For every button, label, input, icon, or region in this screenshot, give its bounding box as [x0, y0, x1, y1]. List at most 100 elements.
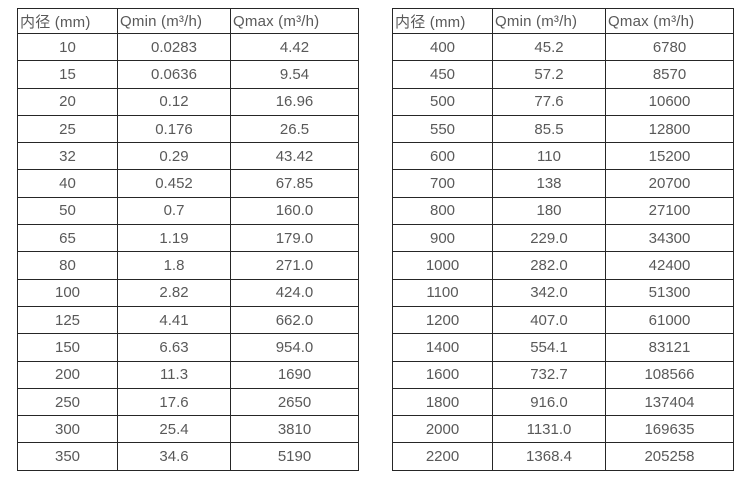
table-row: 300 25.4 3810 [17, 415, 359, 444]
table-cell: 15200 [605, 142, 734, 171]
table-header-row: 内径 (mm) Qmin (m³/h) Qmax (m³/h) [392, 8, 734, 34]
table-cell: 77.6 [492, 87, 606, 116]
table-cell: 1800 [392, 387, 493, 417]
table-row: 700 138 20700 [392, 169, 734, 198]
table-cell: 700 [392, 169, 493, 198]
table-row: 2200 1368.4 205258 [392, 442, 734, 471]
table-cell: 550 [392, 114, 493, 144]
table-cell: 20700 [605, 169, 734, 198]
table-row: 40 0.452 67.85 [17, 169, 359, 198]
table-row: 2000 1131.0 169635 [392, 415, 734, 444]
table-cell: 67.85 [230, 169, 359, 198]
table-cell: 424.0 [230, 278, 359, 307]
table-cell: 57.2 [492, 60, 606, 89]
table-cell: 180 [492, 196, 606, 226]
table-cell: 271.0 [230, 251, 359, 280]
table-cell: 16.96 [230, 87, 359, 116]
table-cell: 138 [492, 169, 606, 198]
table-cell: 2650 [230, 387, 359, 417]
table-cell: 6780 [605, 32, 734, 62]
table-cell: 12800 [605, 114, 734, 144]
table-cell: 10600 [605, 87, 734, 116]
table-cell: 300 [17, 415, 118, 444]
table-cell: 450 [392, 60, 493, 89]
table-cell: 3810 [230, 415, 359, 444]
table-cell: 0.12 [117, 87, 231, 116]
table-cell: 900 [392, 224, 493, 253]
table-cell: 0.0283 [117, 32, 231, 62]
header-qmin: Qmin (m³/h) [117, 8, 231, 34]
table-row: 50 0.7 160.0 [17, 196, 359, 226]
table-cell: 25 [17, 114, 118, 144]
table-cell: 160.0 [230, 196, 359, 226]
table-cell: 26.5 [230, 114, 359, 144]
table-cell: 250 [17, 387, 118, 417]
table-cell: 1368.4 [492, 442, 606, 471]
table-body: 10 0.0283 4.42 15 0.0636 9.54 20 0.12 16.96 25 0.1… [17, 32, 359, 471]
table-cell: 20 [17, 87, 118, 116]
table-cell: 34300 [605, 224, 734, 253]
header-qmin: Qmin (m³/h) [492, 8, 606, 34]
table-cell: 110 [492, 142, 606, 171]
table-cell: 1.8 [117, 251, 231, 280]
table-cell: 34.6 [117, 442, 231, 471]
table-cell: 1200 [392, 305, 493, 335]
table-cell: 51300 [605, 278, 734, 307]
header-qmax: Qmax (m³/h) [605, 8, 734, 34]
table-cell: 83121 [605, 333, 734, 362]
table-row: 150 6.63 954.0 [17, 333, 359, 362]
table-cell: 600 [392, 142, 493, 171]
table-cell: 2200 [392, 442, 493, 471]
table-row: 1000 282.0 42400 [392, 251, 734, 280]
table-cell: 100 [17, 278, 118, 307]
table-row: 65 1.19 179.0 [17, 224, 359, 253]
table-cell: 42400 [605, 251, 734, 280]
table-cell: 179.0 [230, 224, 359, 253]
table-cell: 5190 [230, 442, 359, 471]
table-cell: 125 [17, 305, 118, 335]
table-cell: 282.0 [492, 251, 606, 280]
flow-spec-table-left: 内径 (mm) Qmin (m³/h) Qmax (m³/h) 10 0.0283… [17, 8, 359, 471]
table-cell: 32 [17, 142, 118, 171]
header-qmax: Qmax (m³/h) [230, 8, 359, 34]
table-row: 450 57.2 8570 [392, 60, 734, 89]
table-cell: 108566 [605, 360, 734, 389]
table-cell: 1600 [392, 360, 493, 389]
table-row: 900 229.0 34300 [392, 224, 734, 253]
table-cell: 0.0636 [117, 60, 231, 89]
table-row: 1600 732.7 108566 [392, 360, 734, 389]
table-cell: 9.54 [230, 60, 359, 89]
table-cell: 45.2 [492, 32, 606, 62]
table-cell: 150 [17, 333, 118, 362]
table-cell: 10 [17, 32, 118, 62]
table-cell: 137404 [605, 387, 734, 417]
table-cell: 2000 [392, 415, 493, 444]
table-row: 10 0.0283 4.42 [17, 32, 359, 62]
table-cell: 1000 [392, 251, 493, 280]
table-cell: 0.7 [117, 196, 231, 226]
table-row: 200 11.3 1690 [17, 360, 359, 389]
table-row: 80 1.8 271.0 [17, 251, 359, 280]
table-cell: 1100 [392, 278, 493, 307]
table-row: 100 2.82 424.0 [17, 278, 359, 307]
table-cell: 1400 [392, 333, 493, 362]
table-row: 350 34.6 5190 [17, 442, 359, 471]
table-cell: 916.0 [492, 387, 606, 417]
table-cell: 205258 [605, 442, 734, 471]
table-row: 32 0.29 43.42 [17, 142, 359, 171]
table-cell: 1.19 [117, 224, 231, 253]
flow-spec-table-right: 内径 (mm) Qmin (m³/h) Qmax (m³/h) 400 45.2 6… [392, 8, 734, 471]
table-cell: 27100 [605, 196, 734, 226]
table-cell: 1690 [230, 360, 359, 389]
table-cell: 40 [17, 169, 118, 198]
table-row: 20 0.12 16.96 [17, 87, 359, 116]
table-cell: 25.4 [117, 415, 231, 444]
table-cell: 350 [17, 442, 118, 471]
table-cell: 407.0 [492, 305, 606, 335]
table-body: 400 45.2 6780 450 57.2 8570 500 77.6 10600 550 85.… [392, 32, 734, 471]
table-cell: 4.42 [230, 32, 359, 62]
table-row: 1200 407.0 61000 [392, 305, 734, 335]
table-cell: 8570 [605, 60, 734, 89]
table-row: 250 17.6 2650 [17, 387, 359, 417]
table-cell: 11.3 [117, 360, 231, 389]
